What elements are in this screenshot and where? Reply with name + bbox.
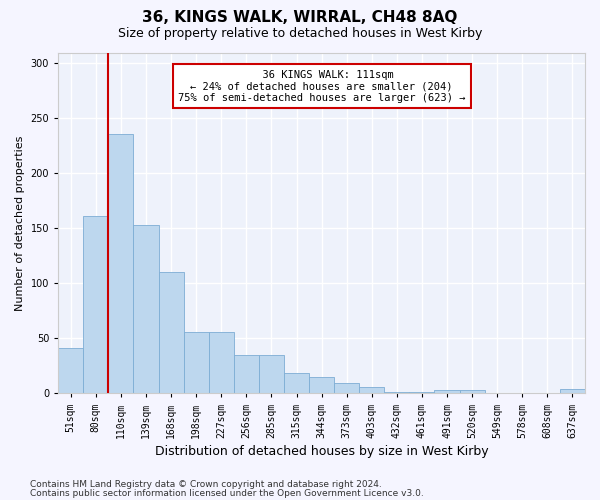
Bar bbox=[158, 272, 184, 394]
Bar bbox=[434, 390, 460, 394]
Bar bbox=[409, 392, 434, 394]
Bar bbox=[359, 386, 385, 394]
Bar bbox=[184, 332, 209, 394]
Text: Size of property relative to detached houses in West Kirby: Size of property relative to detached ho… bbox=[118, 28, 482, 40]
Bar bbox=[58, 348, 83, 394]
Text: Contains public sector information licensed under the Open Government Licence v3: Contains public sector information licen… bbox=[30, 488, 424, 498]
Bar bbox=[385, 392, 409, 394]
Bar bbox=[109, 134, 133, 394]
Bar bbox=[334, 384, 359, 394]
Bar bbox=[83, 216, 109, 394]
Bar bbox=[309, 377, 334, 394]
X-axis label: Distribution of detached houses by size in West Kirby: Distribution of detached houses by size … bbox=[155, 444, 488, 458]
Bar bbox=[284, 374, 309, 394]
Text: 36 KINGS WALK: 111sqm
← 24% of detached houses are smaller (204)
75% of semi-det: 36 KINGS WALK: 111sqm ← 24% of detached … bbox=[178, 70, 466, 102]
Bar bbox=[234, 355, 259, 394]
Text: 36, KINGS WALK, WIRRAL, CH48 8AQ: 36, KINGS WALK, WIRRAL, CH48 8AQ bbox=[142, 10, 458, 25]
Bar bbox=[560, 389, 585, 394]
Bar bbox=[460, 390, 485, 394]
Bar bbox=[259, 355, 284, 394]
Bar bbox=[209, 332, 234, 394]
Y-axis label: Number of detached properties: Number of detached properties bbox=[15, 135, 25, 310]
Text: Contains HM Land Registry data © Crown copyright and database right 2024.: Contains HM Land Registry data © Crown c… bbox=[30, 480, 382, 489]
Bar bbox=[133, 225, 158, 394]
